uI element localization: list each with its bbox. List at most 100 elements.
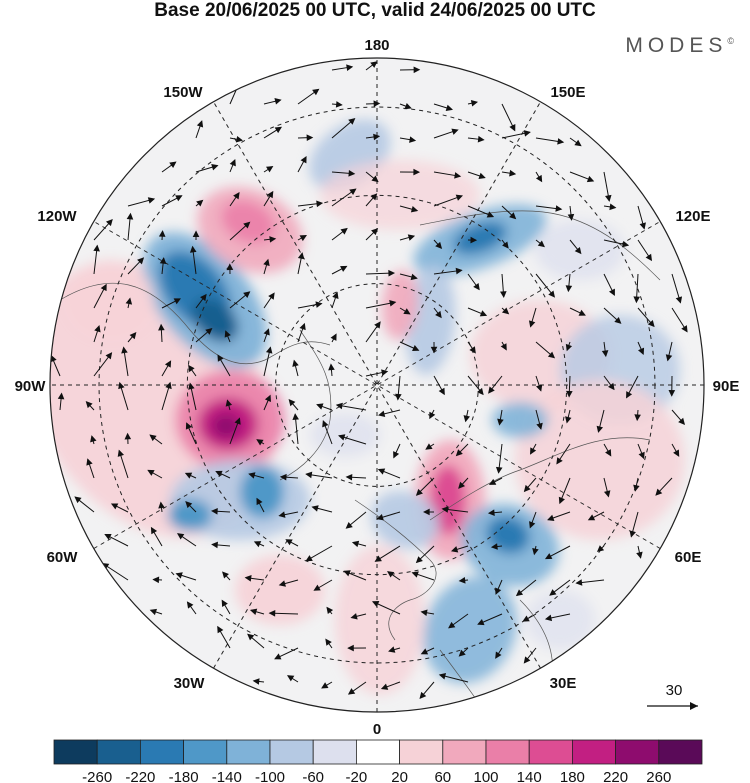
coastline-segment — [419, 210, 661, 281]
wind-vector-head — [455, 194, 464, 201]
wind-vector-head — [532, 548, 539, 556]
lon-label-60w: 60W — [47, 549, 79, 566]
wind-vector-head — [419, 691, 427, 700]
wind-vector-head — [596, 545, 605, 553]
wind-vector-head — [633, 296, 641, 304]
anomaly-blob — [525, 590, 595, 650]
wind-vector-head — [386, 571, 395, 578]
wind-vector-head — [93, 244, 100, 252]
reference-vector: 30 — [647, 682, 698, 710]
wind-vector-head — [269, 236, 277, 243]
wind-vector-head — [226, 263, 234, 271]
wind-vector-head — [665, 354, 673, 362]
wind-vector-head — [137, 257, 145, 265]
reference-vector-head — [690, 702, 698, 710]
wind-vector-head — [515, 589, 524, 597]
wind-vector-head — [497, 418, 504, 426]
colorbar: -260 -220 -180 -140 -100 -60 -20 20 60 100 140 180 2… — [53, 739, 703, 783]
wind-vector-head — [267, 190, 274, 199]
wind-vector-head — [186, 601, 194, 609]
brand-text: MODES — [625, 34, 728, 57]
colorbar-tick-label: 260 — [646, 769, 671, 783]
wind-vector-head — [441, 506, 449, 513]
wind-vector-head — [325, 638, 332, 646]
wind-vector-head — [605, 449, 612, 457]
wind-vector-head — [264, 394, 272, 403]
wind-vector-head — [152, 576, 160, 584]
wind-vector-head — [374, 321, 381, 329]
colorbar-tick-label: 180 — [560, 769, 585, 783]
wind-vector-head — [544, 553, 553, 560]
wind-vector-head — [185, 501, 193, 509]
meridian-line — [93, 221, 661, 549]
wind-vector-head — [373, 100, 381, 107]
wind-vector-head — [389, 300, 397, 307]
wind-vector-head — [370, 61, 378, 68]
wind-vector-head — [458, 481, 466, 489]
wind-vector-head — [536, 422, 543, 430]
lon-label-30e: 30E — [550, 675, 577, 692]
wind-vector-head — [312, 88, 320, 96]
wind-vector-head — [253, 541, 262, 548]
wind-vector-head — [150, 526, 158, 535]
anomaly-blob — [430, 465, 466, 535]
wind-vector-head — [100, 283, 107, 292]
wind-vector-head — [347, 644, 354, 652]
wind-vector-head — [605, 194, 612, 202]
colorbar-swatch — [658, 739, 703, 765]
wind-vector-head — [537, 240, 545, 248]
coastline-segment — [59, 282, 331, 364]
wind-vector-head — [413, 168, 421, 176]
wind-vector-head — [495, 587, 502, 595]
lon-label-150w: 150W — [163, 84, 203, 101]
wind-vector-head — [268, 292, 275, 300]
wind-vector-head — [124, 432, 132, 440]
wind-vector-head — [435, 241, 443, 250]
wind-vector-head — [435, 310, 442, 319]
wind-vector-head — [586, 175, 595, 183]
meridian-line — [213, 101, 541, 669]
wind-vector-head — [420, 609, 428, 617]
lon-label-60e: 60E — [675, 549, 702, 566]
wind-vector-head — [351, 540, 360, 548]
wind-vector-head — [438, 387, 445, 396]
wind-vector-head — [376, 514, 384, 521]
wind-vector-head — [609, 203, 617, 211]
colorbar-tick-label: 140 — [517, 769, 542, 783]
wind-vector-head — [413, 66, 421, 74]
wind-vector-head — [110, 503, 119, 510]
wind-vector-head — [305, 471, 313, 479]
map-title: Base 20/06/2025 00 UTC, valid 24/06/2025… — [154, 0, 596, 21]
wind-vector-head — [248, 472, 256, 479]
anomaly-blob — [240, 466, 284, 518]
colorbar-swatch — [615, 739, 660, 765]
map-border — [49, 57, 705, 713]
colorbar-tick-label: -140 — [212, 769, 242, 783]
wind-vector-head — [85, 401, 93, 409]
anomaly-blob — [335, 545, 425, 695]
wind-vector-head — [647, 320, 655, 328]
wind-vector-head — [300, 155, 307, 164]
wind-vector-head — [129, 332, 137, 340]
wind-vector-head — [477, 135, 485, 143]
wind-vector-head — [189, 245, 197, 253]
wind-vector-head — [265, 346, 273, 354]
wind-vector-head — [626, 391, 633, 399]
wind-vector-head — [558, 496, 565, 505]
wind-vector-head — [478, 172, 486, 180]
wind-vector-head — [149, 608, 158, 616]
anomaly-blob — [381, 270, 419, 340]
meridian-line — [93, 221, 661, 549]
wind-vector-head — [117, 449, 125, 457]
wind-vector-head — [224, 330, 231, 338]
wind-vector-head — [477, 619, 485, 626]
wind-vector-head — [105, 352, 113, 360]
wind-vector-head — [425, 443, 433, 450]
wind-vector-head — [335, 101, 343, 108]
colorbar-swatch — [139, 739, 184, 765]
wind-vector-head — [500, 343, 507, 351]
colorbar-swatch — [96, 739, 141, 765]
colorbar-tick-label: -260 — [82, 769, 112, 783]
wind-vector-head — [371, 228, 379, 236]
colorbar-swatch — [183, 739, 228, 765]
